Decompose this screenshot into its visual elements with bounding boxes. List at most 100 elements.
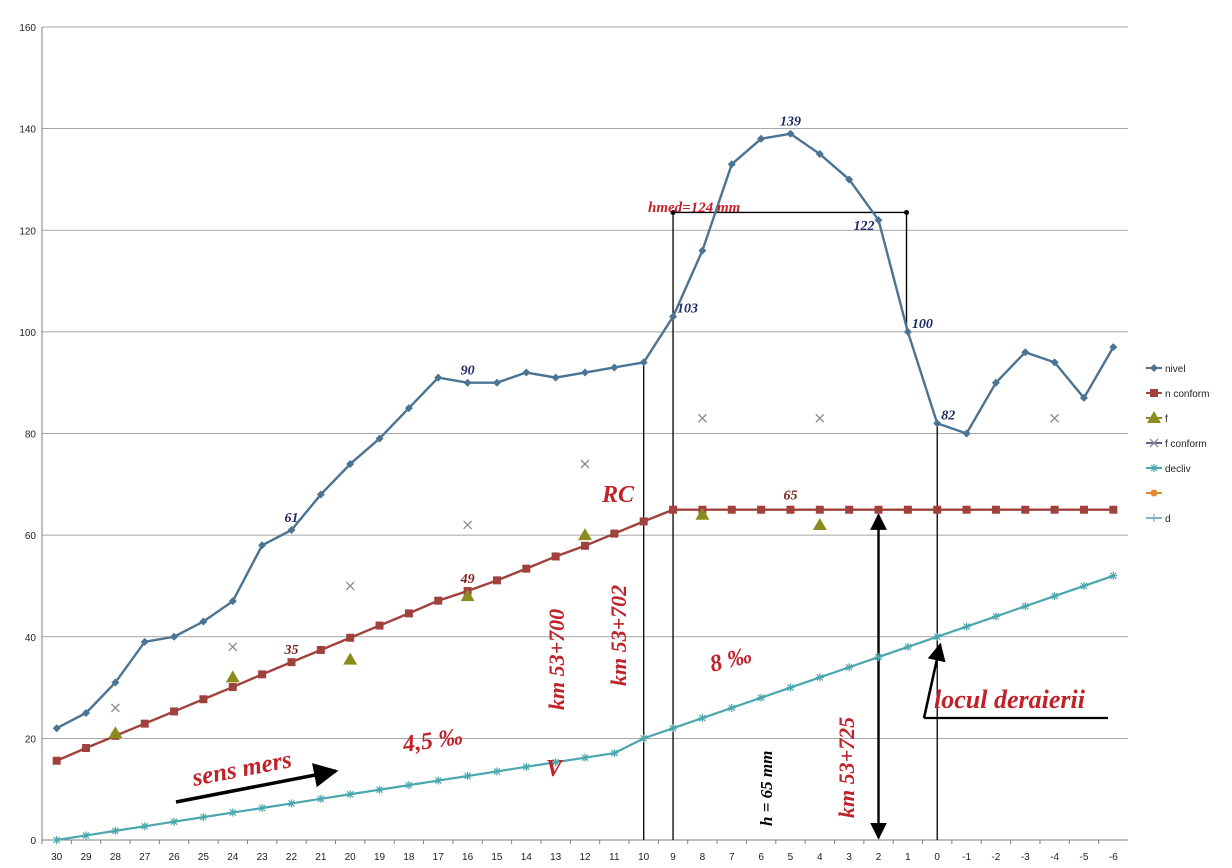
series-f [108, 507, 827, 739]
data-point-n-conform [228, 683, 237, 692]
data-point-decliv [727, 703, 736, 712]
data-point-n-conform [170, 707, 179, 716]
data-point-nivel [463, 378, 472, 387]
data-point-nivel [111, 678, 120, 687]
legend-item-unnamed [1146, 489, 1162, 497]
data-point-n-conform [786, 505, 795, 514]
h-label: h = 65 mm [757, 751, 776, 826]
legend: nivel n conform f f conform decliv d [1146, 364, 1209, 525]
data-point-nivel [52, 724, 61, 733]
data-point-decliv [757, 693, 766, 702]
data-point-decliv [463, 771, 472, 780]
x-tick-label: 17 [433, 852, 445, 863]
data-point-decliv [991, 612, 1000, 621]
data-point-f [460, 589, 475, 602]
legend-swatch-marker [1150, 464, 1158, 472]
x-tick-label: 1 [905, 852, 911, 863]
axes [41, 27, 1128, 844]
km-53-725-label: km 53+725 [834, 717, 859, 818]
x-tick-label: 0 [934, 852, 940, 863]
value-label: 100 [912, 317, 933, 332]
v-label: V [546, 756, 564, 782]
data-point-decliv [375, 785, 384, 794]
data-point-decliv [228, 808, 237, 817]
x-tick-label: 18 [403, 852, 415, 863]
data-point-decliv [874, 653, 883, 662]
data-point-nivel [874, 216, 883, 225]
data-point-decliv [82, 831, 91, 840]
x-tick-label: 7 [729, 852, 735, 863]
y-tick-label: 40 [25, 633, 37, 644]
data-point-f-conform [697, 413, 707, 423]
y-tick-label: 160 [19, 23, 36, 34]
data-point-nivel [287, 526, 296, 535]
data-point-nivel [991, 378, 1000, 387]
data-point-nivel [258, 541, 267, 550]
data-point-n-conform [551, 552, 560, 561]
data-point-decliv [933, 632, 942, 641]
data-point-f [812, 517, 827, 530]
x-tick-label: 3 [846, 852, 852, 863]
data-point-nivel [551, 373, 560, 382]
data-point-decliv [1079, 581, 1088, 590]
data-point-decliv [815, 673, 824, 682]
value-label: 65 [783, 489, 797, 504]
data-point-f-conform [580, 459, 590, 469]
legend-label: decliv [1165, 464, 1191, 475]
legend-swatch-marker [1147, 411, 1161, 423]
data-point-decliv [434, 776, 443, 785]
legend-swatch-marker [1150, 489, 1158, 497]
data-point-n-conform [404, 609, 413, 618]
data-point-nivel [727, 160, 736, 169]
legend-swatch-marker [1150, 514, 1158, 522]
legend-label: d [1165, 514, 1171, 525]
data-point-n-conform [316, 645, 325, 654]
x-tick-label: 12 [579, 852, 591, 863]
rc-label: RC [601, 482, 635, 508]
x-tick-label: 24 [227, 852, 239, 863]
data-point-nivel [346, 459, 355, 468]
data-point-decliv [551, 758, 560, 767]
data-point-n-conform [375, 621, 384, 630]
x-tick-label: 30 [51, 852, 63, 863]
data-point-decliv [1021, 602, 1030, 611]
data-point-n-conform [727, 505, 736, 514]
data-point-n-conform [933, 505, 942, 514]
y-tick-label: 0 [30, 836, 36, 847]
data-point-n-conform [1109, 505, 1118, 514]
x-tick-label: 29 [80, 852, 92, 863]
data-point-nivel [434, 373, 443, 382]
x-tick-label: 23 [257, 852, 269, 863]
data-point-nivel [1021, 348, 1030, 357]
x-tick-label: 26 [169, 852, 181, 863]
data-point-f-conform [110, 703, 120, 713]
x-tick-label: 4 [817, 852, 823, 863]
x-tick-label: 15 [491, 852, 503, 863]
data-point-f-conform [815, 413, 825, 423]
x-tick-label: -4 [1050, 852, 1059, 863]
data-point-nivel [140, 637, 149, 646]
data-point-nivel [1050, 358, 1059, 367]
legend-label: f [1165, 414, 1168, 425]
data-point-f-conform [1050, 413, 1060, 423]
legend-item-d: d [1146, 514, 1171, 525]
data-point-nivel [170, 632, 179, 641]
legend-item-f-conform: f conform [1146, 438, 1207, 450]
data-point-decliv [698, 714, 707, 723]
data-point-n-conform [140, 719, 149, 728]
direction-arrow [175, 763, 339, 804]
legend-item-f: f [1146, 411, 1168, 425]
data-point-nivel [610, 363, 619, 372]
y-tick-labels: 0 20 40 60 80 100 120 140 160 [19, 23, 36, 847]
data-point-nivel [757, 134, 766, 143]
data-point-f [108, 726, 123, 739]
data-point-decliv [639, 734, 648, 743]
data-point-decliv [492, 767, 501, 776]
x-tick-label: 6 [758, 852, 764, 863]
data-point-n-conform [199, 695, 208, 704]
data-point-nivel [316, 490, 325, 499]
data-point-decliv [1050, 592, 1059, 601]
data-point-n-conform [1079, 505, 1088, 514]
data-point-decliv [140, 822, 149, 831]
legend-swatch-marker [1150, 389, 1158, 397]
